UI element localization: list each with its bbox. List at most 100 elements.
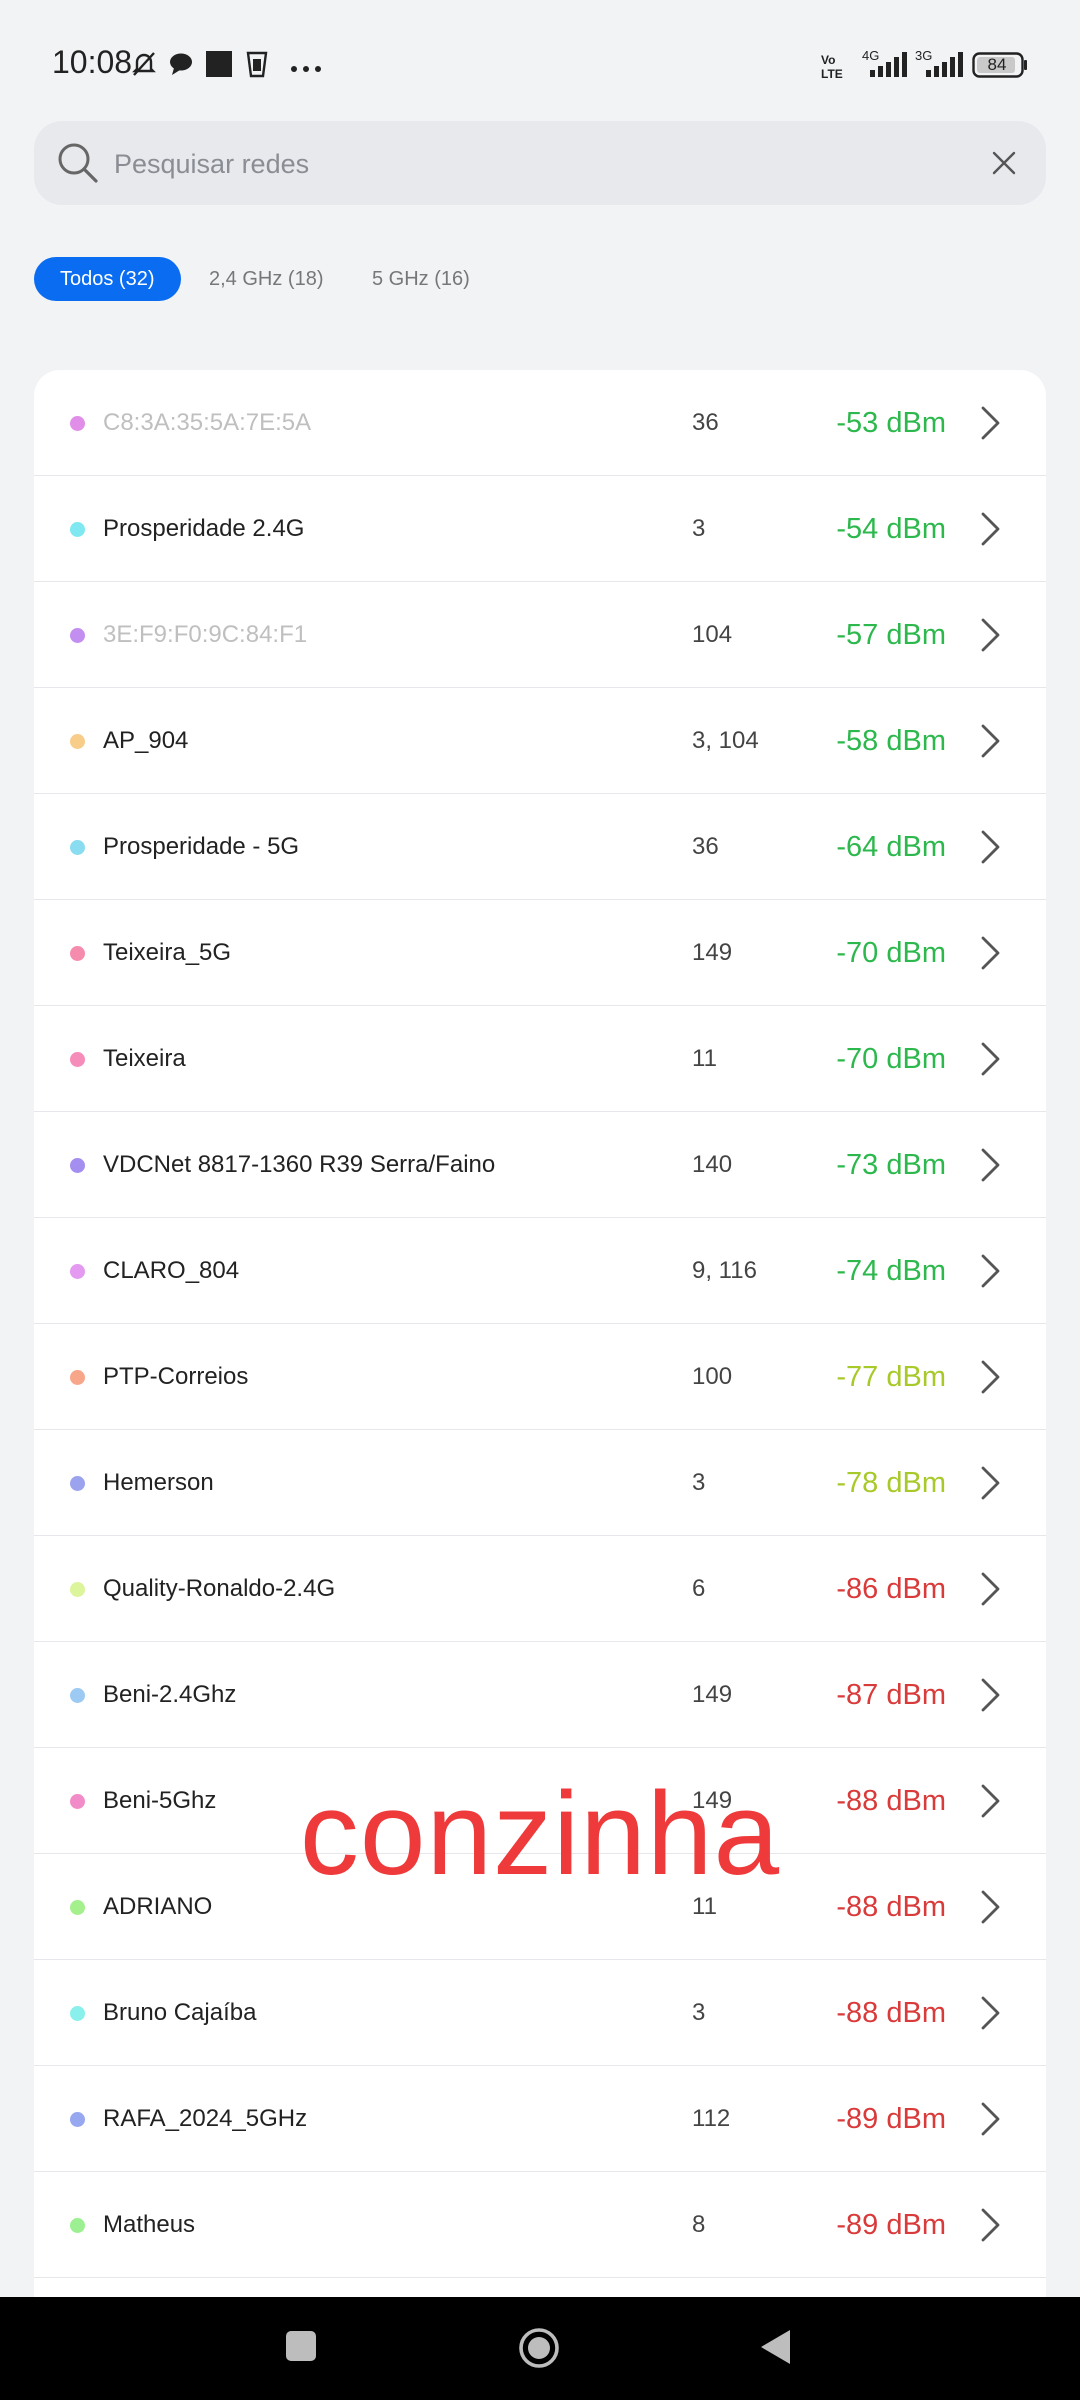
network-channel: 3 <box>692 515 706 542</box>
network-name: ADRIANO <box>103 1893 213 1920</box>
battery-icon: 84 <box>972 52 1028 78</box>
overlay-watermark-text: conzinha <box>299 1768 781 1900</box>
network-row[interactable]: Prosperidade - 5G 36 -64 dBm <box>34 794 1046 900</box>
network-row[interactable]: Beni-5Ghz 149 -88 dBm <box>34 1748 1046 1854</box>
status-time: 10:08 <box>52 44 133 80</box>
row-divider <box>34 793 1046 794</box>
svg-text:4G: 4G <box>862 48 879 63</box>
close-icon[interactable] <box>990 149 1018 177</box>
tab-5ghz[interactable]: 5 GHz (16) <box>372 268 470 290</box>
row-divider <box>34 2065 1046 2066</box>
network-row[interactable]: Teixeira 11 -70 dBm <box>34 1006 1046 1112</box>
chevron-right-icon[interactable] <box>980 829 1002 865</box>
chevron-right-icon[interactable] <box>980 1041 1002 1077</box>
network-name: Teixeira_5G <box>103 939 232 966</box>
network-row[interactable]: ADRIANO 11 -88 dBm <box>34 1854 1046 1960</box>
battery-level: 84 <box>987 55 1007 74</box>
network-signal-strength: -89 dBm <box>836 2209 946 2241</box>
chevron-right-icon[interactable] <box>980 1465 1002 1501</box>
row-divider <box>34 2171 1046 2172</box>
row-divider <box>34 1959 1046 1960</box>
network-color-dot <box>70 946 85 961</box>
network-row[interactable]: PTP-Correios 100 -77 dBm <box>34 1324 1046 1430</box>
network-color-dot <box>70 628 85 643</box>
network-row[interactable]: Teixeira_5G 149 -70 dBm <box>34 900 1046 1006</box>
network-name: Teixeira <box>103 1045 186 1072</box>
tab-2-4ghz[interactable]: 2,4 GHz (18) <box>209 268 324 290</box>
chat-icon <box>168 52 194 81</box>
network-signal-strength: -77 dBm <box>836 1361 946 1393</box>
chevron-right-icon[interactable] <box>980 1253 1002 1289</box>
chevron-right-icon[interactable] <box>980 723 1002 759</box>
network-color-dot <box>70 1476 85 1491</box>
home-circle-icon[interactable] <box>518 2327 560 2369</box>
recents-square-icon[interactable] <box>285 2330 317 2362</box>
network-row[interactable]: Bruno Cajaíba 3 -88 dBm <box>34 1960 1046 2066</box>
network-row[interactable]: AP_904 3, 104 -58 dBm <box>34 688 1046 794</box>
chevron-right-icon[interactable] <box>980 2207 1002 2243</box>
network-channel: 36 <box>692 833 719 860</box>
network-name: Matheus <box>103 2211 196 2238</box>
svg-text:Vo: Vo <box>821 53 835 67</box>
network-row[interactable]: Hemerson 3 -78 dBm <box>34 1430 1046 1536</box>
network-signal-strength: -54 dBm <box>836 513 946 545</box>
search-bar[interactable] <box>34 121 1046 207</box>
network-row[interactable]: Prosperidade 2.4G 3 -54 dBm <box>34 476 1046 582</box>
network-color-dot <box>70 1794 85 1809</box>
row-divider <box>34 687 1046 688</box>
back-triangle-icon[interactable] <box>758 2328 792 2366</box>
chevron-right-icon[interactable] <box>980 405 1002 441</box>
network-color-dot <box>70 840 85 855</box>
network-channel: 112 <box>692 2105 731 2132</box>
network-signal-strength: -88 dBm <box>836 1891 946 1923</box>
network-row[interactable]: RAFA_2024_5GHz 112 -89 dBm <box>34 2066 1046 2172</box>
network-channel: 36 <box>692 409 719 436</box>
row-divider <box>34 1323 1046 1324</box>
chevron-right-icon[interactable] <box>980 1147 1002 1183</box>
row-divider <box>34 1217 1046 1218</box>
network-channel: 3 <box>692 1469 706 1496</box>
network-color-dot <box>70 1158 85 1173</box>
chevron-right-icon[interactable] <box>980 1995 1002 2031</box>
network-channel: 11 <box>692 1893 717 1920</box>
network-color-dot <box>70 2112 85 2127</box>
network-color-dot <box>70 1370 85 1385</box>
row-divider <box>34 1429 1046 1430</box>
network-color-dot <box>70 1052 85 1067</box>
network-color-dot <box>70 416 85 431</box>
network-color-dot <box>70 1582 85 1597</box>
chevron-right-icon[interactable] <box>980 2101 1002 2137</box>
network-name: Prosperidade - 5G <box>103 833 300 860</box>
network-row[interactable]: CLARO_804 9, 116 -74 dBm <box>34 1218 1046 1324</box>
network-signal-strength: -70 dBm <box>836 1043 946 1075</box>
network-row[interactable]: 3E:F9:F0:9C:84:F1 104 -57 dBm <box>34 582 1046 688</box>
network-row[interactable]: Matheus 8 -89 dBm <box>34 2172 1046 2278</box>
chevron-right-icon[interactable] <box>980 617 1002 653</box>
chevron-right-icon[interactable] <box>980 1677 1002 1713</box>
app-square-icon <box>205 50 233 83</box>
network-name: RAFA_2024_5GHz <box>103 2105 308 2132</box>
chevron-right-icon[interactable] <box>980 1889 1002 1925</box>
chevron-right-icon[interactable] <box>980 511 1002 547</box>
network-name: AP_904 <box>103 727 189 754</box>
network-channel: 149 <box>692 939 733 966</box>
row-divider <box>34 2277 1046 2278</box>
chevron-right-icon[interactable] <box>980 935 1002 971</box>
network-channel: 9, 116 <box>692 1257 757 1284</box>
network-row[interactable]: VDCNet 8817-1360 R39 Serra/Faino 140 -73 d… <box>34 1112 1046 1218</box>
network-channel: 104 <box>692 621 733 648</box>
network-row[interactable]: Beni-2.4Ghz 149 -87 dBm <box>34 1642 1046 1748</box>
chevron-right-icon[interactable] <box>980 1359 1002 1395</box>
network-row[interactable]: C8:3A:35:5A:7E:5A 36 -53 dBm <box>34 370 1046 476</box>
network-channel: 149 <box>692 1681 733 1708</box>
chevron-right-icon[interactable] <box>980 1783 1002 1819</box>
row-divider <box>34 899 1046 900</box>
network-channel: 149 <box>692 1787 733 1814</box>
svg-text:3G: 3G <box>915 48 932 63</box>
volte-icon: Vo LTE <box>820 52 850 85</box>
chevron-right-icon[interactable] <box>980 1571 1002 1607</box>
network-channel: 11 <box>692 1045 717 1072</box>
search-input[interactable] <box>112 121 976 207</box>
network-row[interactable]: Quality-Ronaldo-2.4G 6 -86 dBm <box>34 1536 1046 1642</box>
tab-all[interactable]: Todos (32) <box>34 257 181 301</box>
